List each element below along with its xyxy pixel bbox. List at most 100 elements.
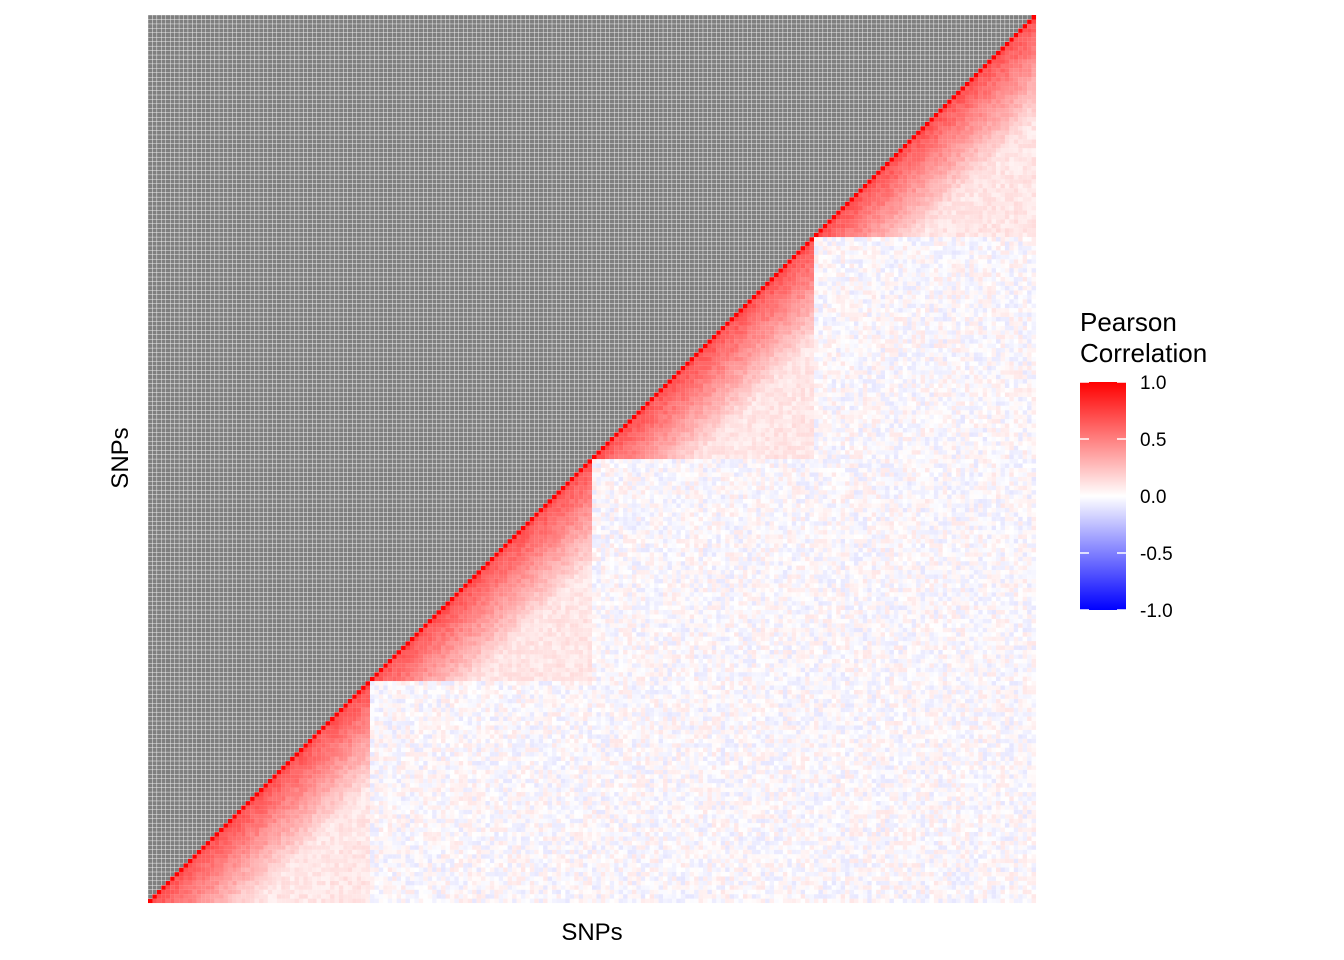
heatmap-cell [192, 19, 196, 23]
heatmap-cell [223, 19, 227, 23]
heatmap-cell [206, 86, 210, 90]
heatmap-cell [157, 432, 161, 436]
heatmap-cell [161, 814, 165, 818]
heatmap-cell [237, 783, 241, 787]
heatmap-cell [246, 428, 250, 432]
heatmap-cell [179, 597, 183, 601]
heatmap-cell [232, 397, 236, 401]
heatmap-cell [237, 881, 241, 885]
heatmap-cell [219, 224, 223, 228]
heatmap-cell [232, 597, 236, 601]
heatmap-cell [241, 361, 245, 365]
heatmap-cell [148, 721, 152, 725]
heatmap-cell [197, 685, 201, 689]
heatmap-cell [188, 561, 192, 565]
heatmap-cell [206, 237, 210, 241]
heatmap-cell [215, 734, 219, 738]
heatmap-cell [166, 15, 170, 19]
heatmap-cell [197, 867, 201, 871]
heatmap-cell [161, 28, 165, 32]
heatmap-cell [228, 90, 232, 94]
heatmap-cell [237, 366, 241, 370]
heatmap-cell [175, 663, 179, 667]
heatmap-cell [192, 375, 196, 379]
heatmap-cell [175, 481, 179, 485]
heatmap-cell [184, 881, 188, 885]
heatmap-cell [228, 153, 232, 157]
heatmap-cell [161, 601, 165, 605]
heatmap-cell [206, 68, 210, 72]
heatmap-cell [197, 51, 201, 55]
heatmap-cell [210, 73, 214, 77]
heatmap-cell [175, 783, 179, 787]
heatmap-cell [228, 472, 232, 476]
heatmap-cell [148, 783, 152, 787]
heatmap-cell [246, 801, 250, 805]
heatmap-cell [241, 370, 245, 374]
heatmap-cell [157, 197, 161, 201]
heatmap-cell [232, 845, 236, 849]
heatmap-cell [152, 361, 156, 365]
heatmap-cell [188, 486, 192, 490]
heatmap-cell [152, 241, 156, 245]
heatmap-cell [152, 384, 156, 388]
heatmap-cell [223, 850, 227, 854]
heatmap-cell [197, 894, 201, 898]
heatmap-cell [175, 872, 179, 876]
heatmap-cell [219, 641, 223, 645]
heatmap-cell [179, 15, 183, 19]
heatmap-cell [157, 836, 161, 840]
heatmap-cell [166, 499, 170, 503]
heatmap-cell [232, 423, 236, 427]
heatmap-cell [206, 304, 210, 308]
heatmap-cell [219, 490, 223, 494]
heatmap-cell [250, 770, 254, 774]
heatmap-cell [215, 246, 219, 250]
heatmap-cell [237, 321, 241, 325]
heatmap-cell [157, 783, 161, 787]
heatmap-cell [152, 366, 156, 370]
heatmap-cell [232, 792, 236, 796]
heatmap-cell [215, 756, 219, 760]
heatmap-cell [148, 397, 152, 401]
heatmap-cell [157, 295, 161, 299]
heatmap-cell [206, 486, 210, 490]
heatmap-cell [157, 201, 161, 205]
heatmap-cell [228, 250, 232, 254]
heatmap-cell [197, 495, 201, 499]
heatmap-cell [241, 148, 245, 152]
heatmap-cell [246, 668, 250, 672]
heatmap-cell [161, 224, 165, 228]
heatmap-cell [246, 557, 250, 561]
heatmap-cell [201, 290, 205, 294]
heatmap-cell [210, 836, 214, 840]
heatmap-cell [166, 237, 170, 241]
heatmap-cell [184, 654, 188, 658]
heatmap-cell [192, 712, 196, 716]
heatmap-cell [166, 663, 170, 667]
heatmap-cell [232, 99, 236, 103]
heatmap-cell [223, 561, 227, 565]
heatmap-cell [206, 810, 210, 814]
heatmap-cell [219, 273, 223, 277]
heatmap-cell [148, 468, 152, 472]
heatmap-cell [219, 122, 223, 126]
heatmap-cell [166, 19, 170, 23]
heatmap-cell [241, 628, 245, 632]
heatmap-cell [179, 508, 183, 512]
heatmap-cell [246, 206, 250, 210]
heatmap-cell [232, 752, 236, 756]
heatmap-cell [192, 130, 196, 134]
heatmap-cell [170, 890, 174, 894]
heatmap-cell [246, 548, 250, 552]
heatmap-cell [215, 859, 219, 863]
heatmap-cell [223, 170, 227, 174]
heatmap-cell [237, 388, 241, 392]
heatmap-cell [215, 299, 219, 303]
heatmap-cell [175, 614, 179, 618]
heatmap-cell [179, 108, 183, 112]
heatmap-cell [206, 264, 210, 268]
heatmap-cell [232, 64, 236, 68]
heatmap-cell [210, 352, 214, 356]
heatmap-cell [197, 503, 201, 507]
